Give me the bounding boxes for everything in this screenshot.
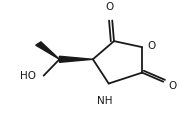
- Text: O: O: [147, 41, 156, 51]
- Text: O: O: [105, 2, 114, 12]
- Text: NH: NH: [97, 96, 113, 106]
- Polygon shape: [59, 56, 93, 62]
- Text: O: O: [168, 81, 177, 91]
- Text: HO: HO: [20, 71, 36, 81]
- Polygon shape: [36, 42, 59, 59]
